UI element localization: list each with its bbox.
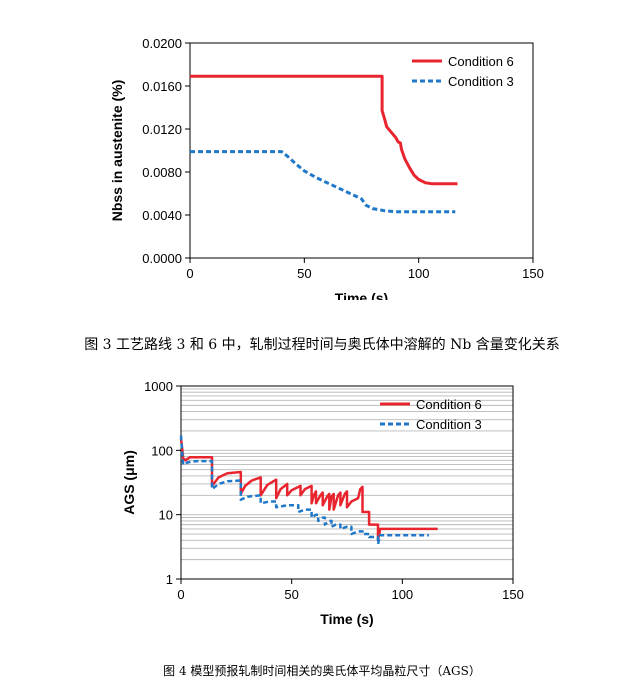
x-tick-label: 150 [522,266,544,281]
x-tick-label: 50 [284,587,298,602]
y-tick-label: 0.0080 [142,165,182,180]
series-line-condition-6 [179,438,438,542]
y-axis-label: Nbss in austenite (%) [109,80,125,222]
plot-frame [180,385,514,580]
x-tick-label: 100 [408,266,430,281]
y-tick-label: 0.0160 [142,79,182,94]
y-tick-label: 0.0200 [142,36,182,51]
y-tick-label: 0.0120 [142,122,182,137]
x-axis-label: Time (s) [335,290,388,300]
y-tick-label: 100 [151,443,173,458]
x-tick-label: 0 [186,266,193,281]
x-tick-label: 150 [502,587,524,602]
y-tick-label: 1 [166,572,173,587]
y-tick-label: 0.0000 [142,251,182,266]
y-tick-label: 10 [159,508,173,523]
legend-label: Condition 3 [416,417,482,432]
chart-ags: 0 50 100 150 1 10 100 1000 Time (s) AGS (μm) Condi… [121,379,524,627]
caption-figure-3: 图 3 工艺路线 3 和 6 中，轧制过程时间与奥氏体中溶解的 Nb 含量变化关… [84,337,560,353]
legend-label: Condition 3 [448,74,514,89]
x-tick-label: 0 [177,587,184,602]
y-tick-label: 0.0040 [142,208,182,223]
series-line-condition-3 [179,435,429,546]
legend-label: Condition 6 [448,54,514,69]
series-line-condition-3 [190,150,456,214]
caption-figure-4: 图 4 模型预报轧制时间相关的奥氏体平均晶粒尺寸（AGS） [163,664,481,678]
y-tick-label: 1000 [144,379,173,394]
series-line-condition-6 [190,74,458,186]
figure-3: 0 50 100 150 0.0000 0.0040 0.0080 0.0120 0.0160 0… [0,0,644,306]
figure-4: 0 50 100 150 1 10 100 1000 Time (s) AGS (μm) Condi… [0,372,644,634]
x-tick-label: 100 [391,587,413,602]
x-tick-label: 50 [297,266,311,281]
x-axis-label: Time (s) [320,611,373,627]
y-axis-label: AGS (μm) [121,450,137,515]
legend-label: Condition 6 [416,397,482,412]
chart-nb-austenite: 0 50 100 150 0.0000 0.0040 0.0080 0.0120 0.0160 0… [109,36,544,306]
